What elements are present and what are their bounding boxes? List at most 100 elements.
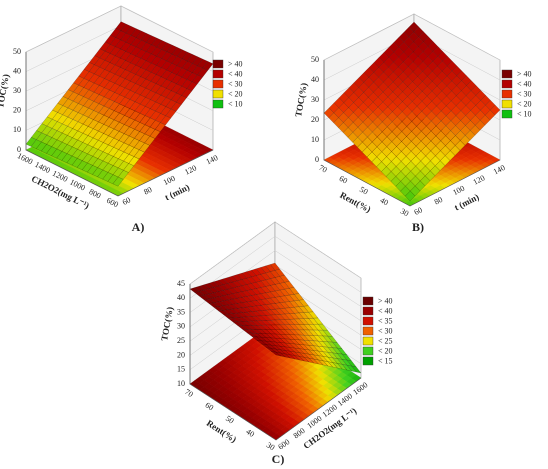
wall-grid-line <box>189 235 362 299</box>
surface-cell <box>56 151 68 161</box>
surface-cell <box>308 311 319 319</box>
legend-label: > 40 <box>517 69 532 78</box>
legend-label: < 10 <box>228 99 243 108</box>
surface-cell <box>108 110 120 121</box>
surface-cell <box>123 126 135 137</box>
surface-cell <box>62 98 74 109</box>
surface-cell <box>145 44 157 55</box>
z-tick-label: 0 <box>17 145 21 154</box>
surface-cell <box>72 112 84 123</box>
surface-cell <box>113 112 125 123</box>
surface-cell <box>115 21 127 32</box>
surface-cell <box>322 346 333 354</box>
surface-cell <box>67 91 79 102</box>
wall-grid-line <box>323 13 501 61</box>
surface-cell <box>156 49 168 59</box>
surface-cell <box>77 105 89 116</box>
surface-cell <box>444 150 456 161</box>
axis-edge <box>189 284 362 441</box>
x-axis-title: Rent(%) <box>205 418 239 445</box>
surface-cell <box>120 32 132 43</box>
surface-cell <box>120 42 132 52</box>
surface-cell <box>104 53 116 63</box>
surface-cell <box>294 329 305 336</box>
legend-label: < 25 <box>378 336 393 345</box>
z-tick-label: 40 <box>177 293 185 302</box>
legend-swatch <box>501 99 513 109</box>
surface-cell <box>129 119 141 130</box>
surface-cell <box>130 55 142 66</box>
surface-cell <box>114 76 126 86</box>
x-tick-label: 1200 <box>51 169 69 184</box>
surface-cell <box>123 135 135 146</box>
z-tick-label: 0 <box>315 155 319 164</box>
legend-swatch <box>501 79 513 89</box>
y-tick-label: 140 <box>492 163 507 176</box>
surface-cell <box>256 340 267 345</box>
y-tick-label: 600 <box>276 437 291 451</box>
surface-cell <box>130 37 142 48</box>
legend-swatch <box>501 89 513 99</box>
panel-label: C) <box>272 452 285 466</box>
surface-cell <box>57 96 69 106</box>
surface-cell <box>134 122 146 132</box>
surface-cell <box>99 60 111 70</box>
surface-cell <box>242 329 253 334</box>
surface-cell <box>135 58 147 68</box>
y-tick-label: 100 <box>162 174 177 187</box>
surface-cell <box>232 298 243 304</box>
surface-cell <box>237 321 248 326</box>
z-tick-label: 45 <box>177 279 185 288</box>
surface-cell <box>194 285 205 292</box>
legend-label: < 40 <box>228 69 243 78</box>
legend-swatch <box>362 336 374 346</box>
z-tick-label: 40 <box>311 75 319 84</box>
surface-cell <box>133 149 145 160</box>
surface-cell <box>351 365 362 374</box>
x-tick-label: 800 <box>88 187 103 200</box>
legend-label: < 30 <box>228 79 243 88</box>
surface-cell <box>109 92 120 102</box>
wall-grid-line <box>25 5 214 53</box>
surface-cell <box>109 73 121 84</box>
surface-cell <box>110 28 122 38</box>
surface-cell <box>271 351 281 357</box>
z-tick-label: 20 <box>13 106 21 115</box>
surface-cell <box>175 95 187 105</box>
surface-cell <box>171 47 183 57</box>
z-axis-title: TOC(%) <box>0 73 11 109</box>
surface-cell <box>98 114 110 125</box>
surface-cell <box>83 62 95 72</box>
surface-cell <box>279 289 290 297</box>
surface-cell <box>265 341 277 347</box>
surface-cell <box>130 46 142 57</box>
surface-cell <box>469 125 481 136</box>
surface-plot: 10 15 20 25 30 35 40 45 TOC(%) 70 60 50 40 30 Rent(%) 6… <box>159 221 393 466</box>
surface-cell <box>181 51 193 62</box>
surface-cell <box>232 286 243 293</box>
surface-cell <box>125 35 137 45</box>
surface-cell <box>208 297 219 303</box>
z-tick-label: 20 <box>177 350 185 359</box>
surface-cell <box>270 333 281 339</box>
surface-cell <box>78 78 90 88</box>
surface-cell <box>260 272 271 281</box>
surface-cell <box>265 329 277 335</box>
surface-cell <box>165 108 177 119</box>
surface-cell <box>236 272 248 280</box>
panel-label: A) <box>132 220 145 234</box>
legend-swatch <box>212 99 224 109</box>
surface-cell <box>88 82 100 93</box>
surface-cell <box>67 119 79 129</box>
surface-cell <box>251 329 262 334</box>
surface-cell <box>135 30 147 41</box>
legend-swatch <box>212 59 224 69</box>
legend-swatch <box>501 109 513 119</box>
z-tick-label: 40 <box>13 66 21 75</box>
x-tick-label: 1600 <box>16 151 34 166</box>
surface-cell <box>222 289 234 296</box>
y-tick-label: 140 <box>205 153 220 166</box>
surface-cell <box>82 117 94 127</box>
legend-swatch <box>362 346 374 356</box>
surface-cell <box>92 167 104 178</box>
